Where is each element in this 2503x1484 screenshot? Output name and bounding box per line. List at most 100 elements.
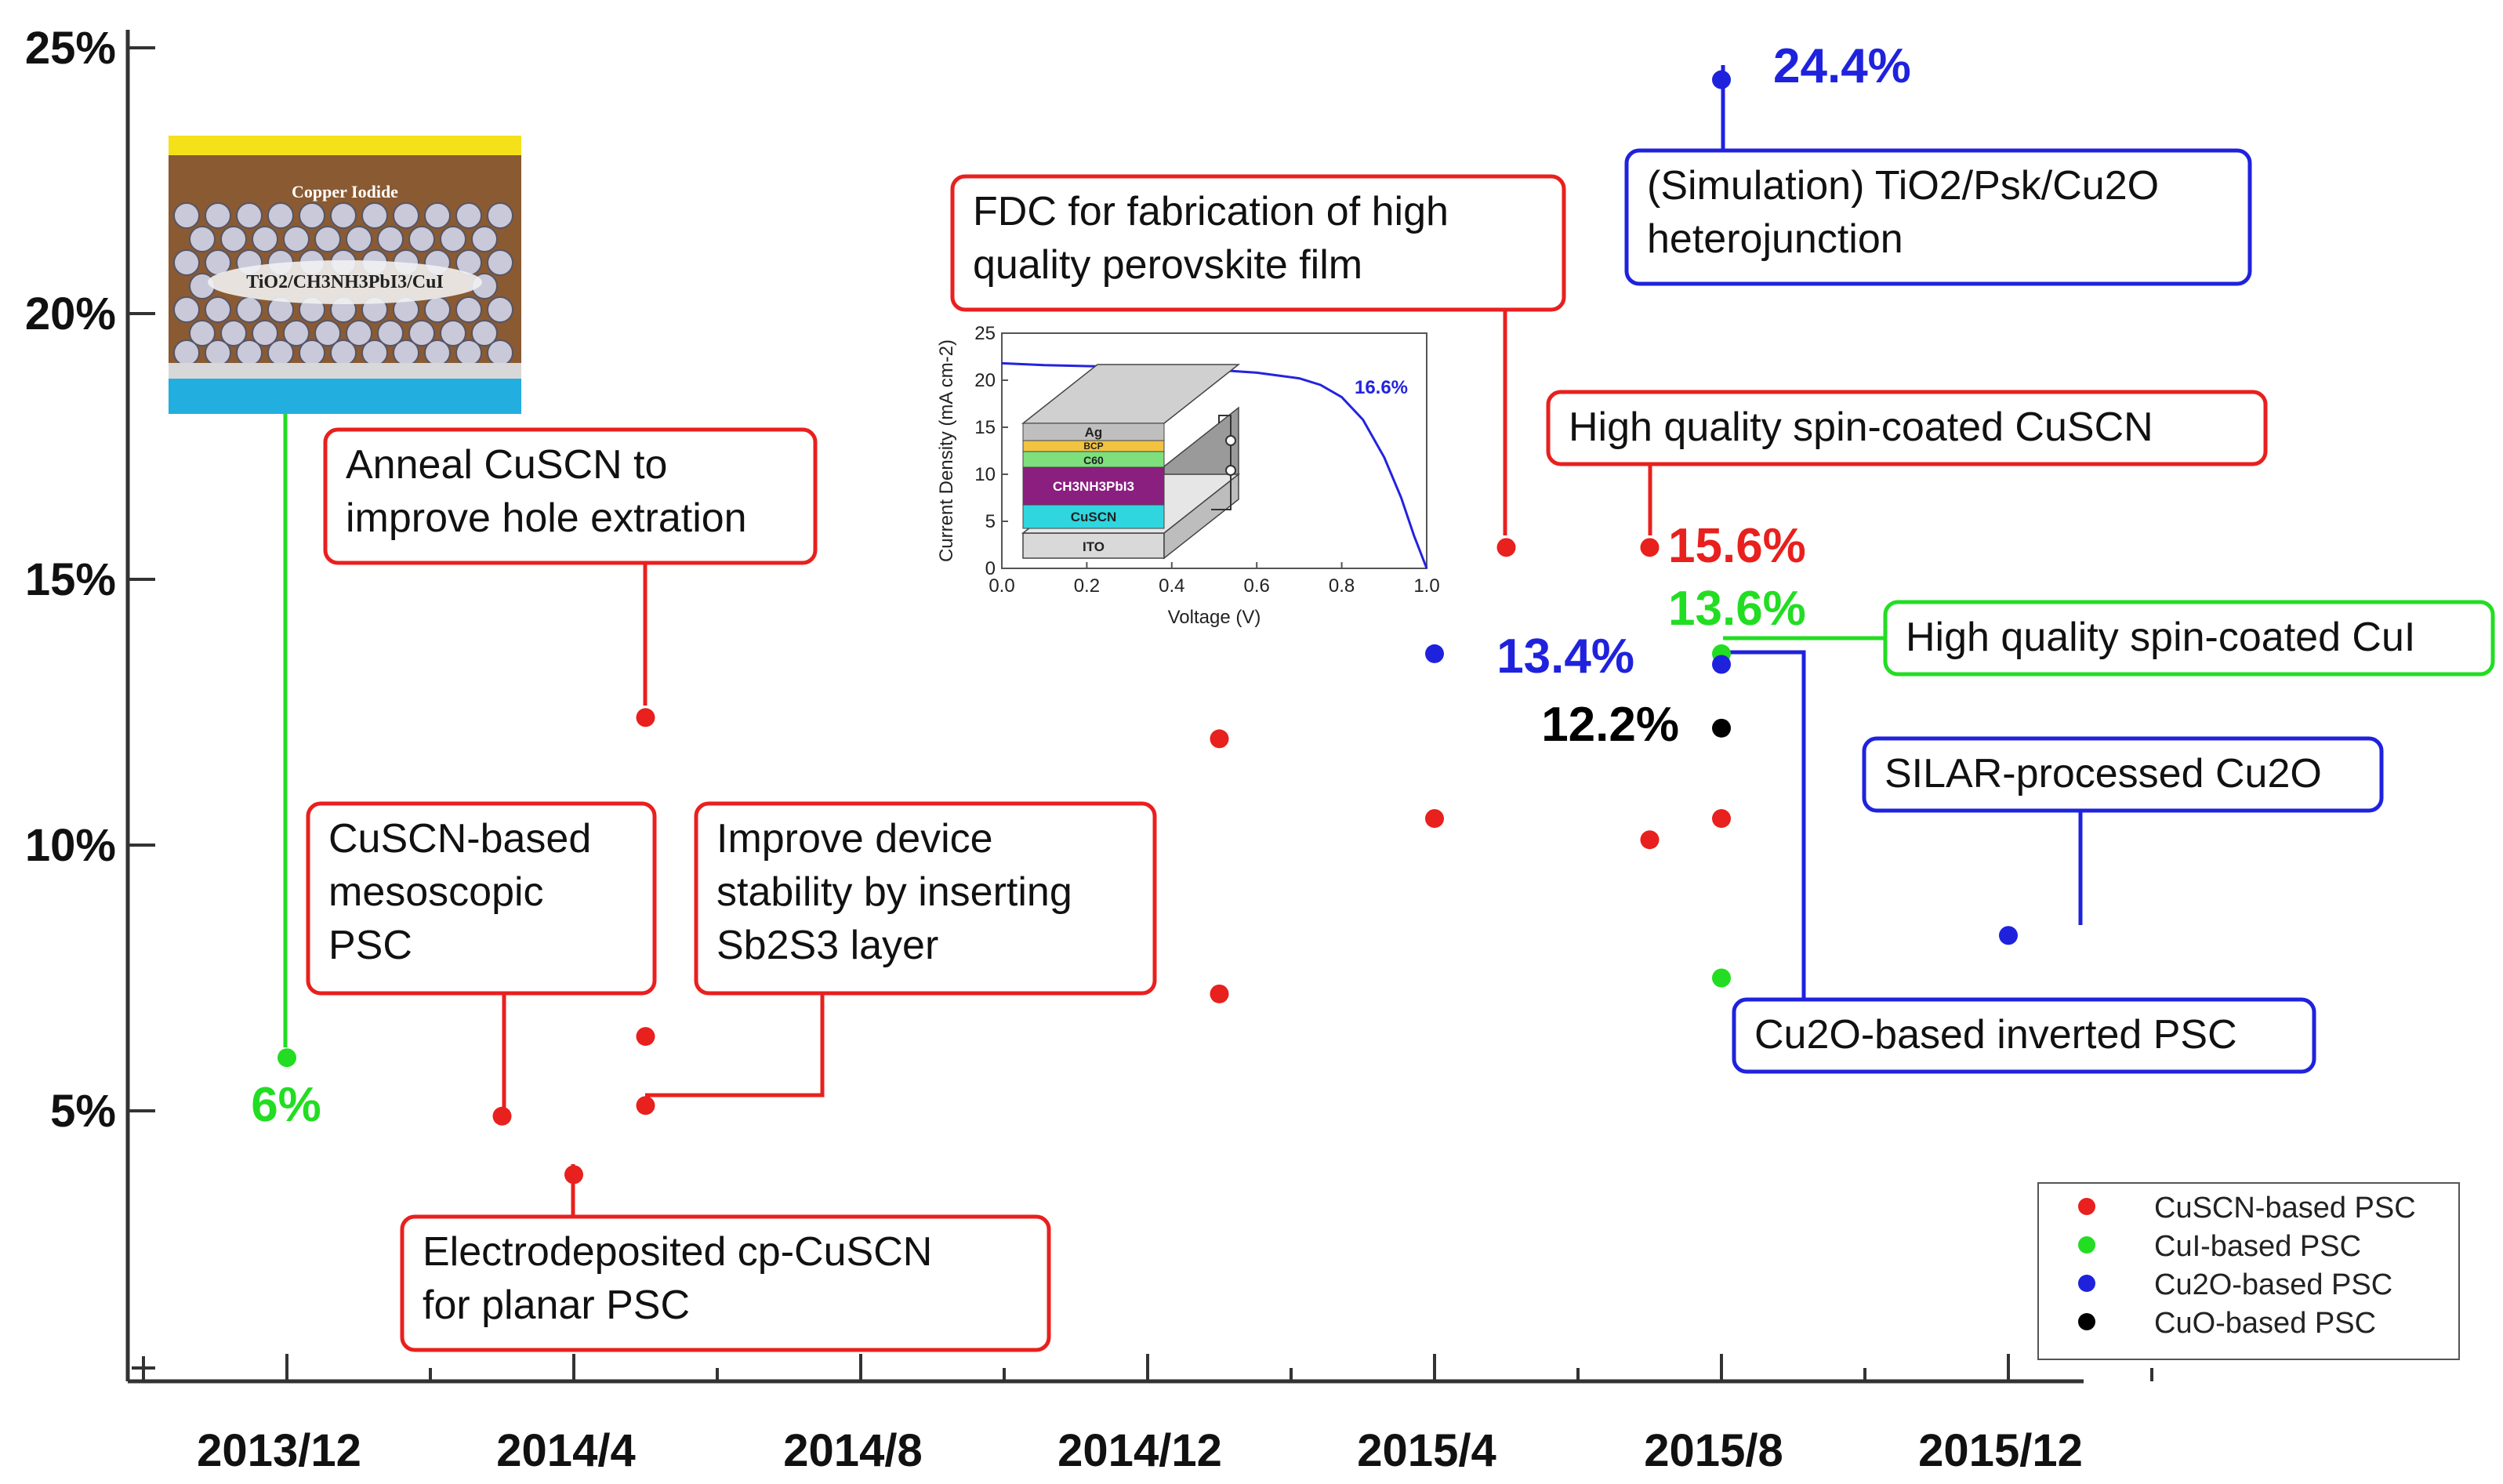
image-sphere — [377, 320, 404, 347]
image-sphere — [236, 296, 263, 323]
legend: CuSCN-based PSC CuI-based PSC Cu2O-based P… — [2037, 1182, 2460, 1360]
image-sphere — [267, 202, 294, 229]
image-sphere — [283, 320, 310, 347]
x-tick-label: 2013/12 — [197, 1425, 361, 1476]
legend-label: CuO-based PSC — [2154, 1307, 2376, 1340]
data-point — [1425, 644, 1444, 663]
callout-text: Improve device — [716, 816, 993, 862]
jv-x-tick-label: 0.4 — [1159, 575, 1184, 597]
image-sphere — [487, 339, 513, 366]
callout-text: Electrodeposited cp-CuSCN — [423, 1229, 932, 1275]
image-sphere — [173, 202, 200, 229]
data-point — [1496, 538, 1516, 557]
image-top-layer — [169, 136, 521, 155]
callout-text: High quality spin-coated CuSCN — [1569, 405, 2153, 450]
jv-x-tick-label: 0.2 — [1074, 575, 1100, 597]
image-sphere — [330, 339, 357, 366]
data-point — [1712, 718, 1731, 738]
device-structure-image: Copper Iodide TiO2/CH3NH3PbI3/CuI — [169, 136, 521, 414]
image-sphere — [424, 296, 451, 323]
x-tick-label: 2015/8 — [1644, 1425, 1783, 1476]
x-tick-label: 2015/4 — [1357, 1425, 1496, 1476]
callout-text: CuSCN-based — [328, 816, 591, 862]
stack-circuit-wire — [1211, 415, 1232, 510]
jv-y-tick-label: 0 — [985, 558, 996, 579]
image-sphere — [173, 339, 200, 366]
image-sphere — [236, 202, 263, 229]
image-sphere — [393, 339, 419, 366]
stack-label-c60: C60 — [1083, 454, 1104, 466]
image-sphere — [455, 202, 482, 229]
x-tick-label: 2014/4 — [496, 1425, 635, 1476]
image-sphere — [408, 226, 435, 252]
value-label: 13.4% — [1496, 630, 1634, 684]
x-tick-label: 2014/12 — [1057, 1425, 1222, 1476]
stack-layer-cuscn — [1022, 504, 1165, 529]
stack-circuit-node-1 — [1225, 435, 1236, 446]
callout-box — [1624, 148, 2252, 286]
jv-x-tick-label: 0.6 — [1244, 575, 1270, 597]
stack-circuit-node-2 — [1225, 465, 1236, 476]
data-point — [1712, 968, 1731, 988]
data-point — [1712, 655, 1731, 674]
image-sphere — [487, 202, 513, 229]
image-sphere — [189, 320, 216, 347]
callout-text: High quality spin-coated CuI — [1906, 615, 2415, 660]
data-points — [278, 70, 2018, 1185]
data-point — [1640, 830, 1660, 850]
stack-layer-psk — [1022, 466, 1165, 506]
jv-y-tick-label: 20 — [974, 370, 996, 391]
value-labels: 6% 24.4% 15.6% 13.6% 13.4% 12.2% — [251, 39, 1911, 1132]
data-point — [1210, 729, 1229, 749]
image-sphere — [189, 226, 216, 252]
image-sphere — [471, 320, 498, 347]
image-sphere — [361, 339, 388, 366]
image-sphere — [299, 202, 325, 229]
y-tick-label: 25% — [25, 23, 116, 74]
jv-device-stack: Ag BCP C60 CH3NH3PbI3 CuSCN ITO — [1021, 364, 1241, 560]
jv-x-tick-label: 0.8 — [1329, 575, 1355, 597]
image-sphere — [393, 202, 419, 229]
stack-label-ag: Ag — [1085, 425, 1103, 440]
legend-label: CuI-based PSC — [2154, 1230, 2361, 1263]
data-point — [1425, 809, 1444, 829]
y-tick-label: 5% — [50, 1086, 116, 1137]
image-sphere — [440, 226, 466, 252]
stack-base-side — [1163, 473, 1239, 560]
callout-text: FDC for fabrication of high — [973, 189, 1449, 234]
jv-curve-label: 16.6% — [1355, 377, 1408, 398]
image-spheres — [173, 202, 513, 366]
jv-x-tick-label: 1.0 — [1413, 575, 1439, 597]
y-tick-label: 15% — [25, 554, 116, 605]
image-sphere — [346, 320, 372, 347]
data-point — [564, 1165, 583, 1185]
stack-label-cuscn: CuSCN — [1071, 510, 1117, 524]
callout-text: mesoscopic — [328, 869, 544, 915]
image-sphere — [424, 202, 451, 229]
legend-box — [2037, 1182, 2460, 1360]
image-mid-band — [208, 260, 482, 304]
image-gray-layer — [169, 363, 521, 379]
image-sphere — [314, 320, 341, 347]
image-mid-label: TiO2/CH3NH3PbI3/CuI — [246, 272, 444, 292]
leader-line — [1725, 650, 1806, 1000]
x-tick-label: 2014/8 — [783, 1425, 922, 1476]
image-sphere — [173, 249, 200, 276]
value-label: 6% — [251, 1078, 321, 1132]
callout-text: Cu2O-based inverted PSC — [1754, 1012, 2237, 1058]
callout-box — [1862, 736, 2384, 813]
jv-x-tick-label: 0.0 — [989, 575, 1014, 597]
image-sphere — [455, 339, 482, 366]
value-label: 12.2% — [1541, 698, 1679, 752]
value-label: 13.6% — [1668, 582, 1806, 636]
callout-box — [1732, 997, 2316, 1074]
image-sphere — [267, 339, 294, 366]
leader-line — [645, 993, 825, 1098]
image-sphere — [220, 320, 247, 347]
image-bottom-layer — [169, 379, 521, 414]
image-sphere — [346, 226, 372, 252]
stack-label-ito: ITO — [1083, 539, 1105, 554]
image-sphere — [236, 339, 263, 366]
callout-text: stability by inserting — [716, 869, 1072, 915]
image-sphere — [283, 226, 310, 252]
